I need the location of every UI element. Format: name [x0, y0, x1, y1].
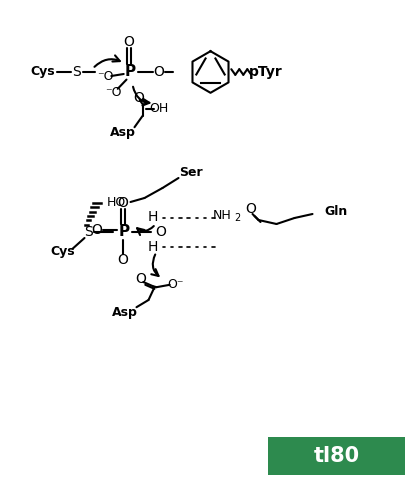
Text: 2: 2 [234, 213, 240, 223]
Text: Asp: Asp [109, 126, 135, 139]
Text: O: O [245, 202, 256, 216]
Text: Gln: Gln [325, 204, 348, 218]
Text: O: O [117, 253, 128, 267]
Text: HO: HO [107, 195, 126, 208]
Text: O: O [133, 91, 144, 105]
Text: ⁻O: ⁻O [97, 70, 114, 84]
Text: O: O [153, 65, 164, 79]
Text: tl80: tl80 [313, 446, 360, 466]
Text: O: O [123, 35, 134, 49]
Text: P: P [119, 225, 130, 240]
Text: P: P [125, 64, 136, 80]
Text: NH: NH [213, 209, 232, 222]
Text: O: O [155, 225, 166, 239]
Text: S: S [84, 225, 93, 239]
Text: H: H [148, 210, 159, 224]
Text: OH: OH [150, 101, 169, 115]
Text: O⁻: O⁻ [167, 278, 183, 291]
Text: O: O [117, 196, 128, 210]
Text: H: H [148, 240, 159, 254]
Text: S: S [72, 65, 81, 79]
Text: Asp: Asp [112, 306, 138, 319]
Text: O: O [91, 223, 102, 237]
Text: O: O [135, 272, 146, 286]
Text: pTyr: pTyr [249, 65, 282, 79]
Text: Cys: Cys [30, 65, 55, 79]
FancyBboxPatch shape [262, 435, 411, 477]
Text: Cys: Cys [50, 245, 75, 259]
Text: ⁻O: ⁻O [105, 86, 122, 99]
Text: Ser: Ser [179, 166, 202, 179]
